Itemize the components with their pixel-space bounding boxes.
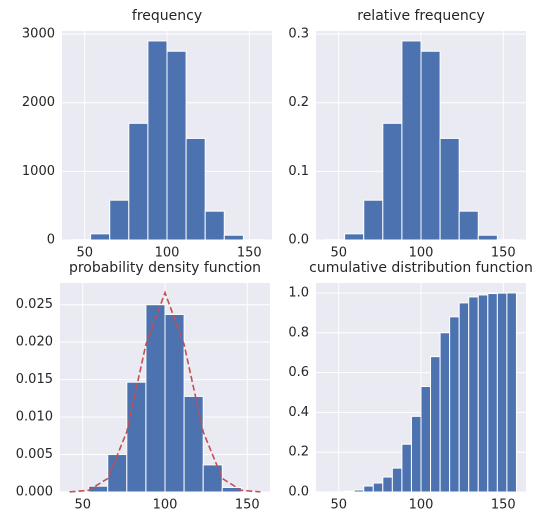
histogram-bar xyxy=(401,443,412,493)
histogram-bar xyxy=(145,304,166,493)
histogram-bar xyxy=(420,50,441,241)
histogram-bar xyxy=(372,482,384,493)
histogram-bar xyxy=(183,395,204,493)
y-tick-label: 0.020 xyxy=(16,335,53,350)
histogram-bar xyxy=(496,292,508,493)
histogram-bar xyxy=(430,356,441,493)
histogram-bar xyxy=(391,467,403,493)
histogram-bar xyxy=(487,293,498,493)
y-tick-label: 0.2 xyxy=(288,445,309,460)
histogram-bar xyxy=(353,489,365,493)
x-tick-label: 150 xyxy=(491,246,516,261)
histogram-bar xyxy=(185,137,206,241)
subplot-title: relative frequency xyxy=(357,8,484,24)
histogram-bar xyxy=(202,464,223,493)
x-tick-label: 150 xyxy=(491,498,516,513)
histogram-bar xyxy=(363,199,384,241)
y-tick-label: 0.010 xyxy=(16,410,53,425)
y-tick-label: 0.025 xyxy=(16,297,53,312)
y-tick-label: 3000 xyxy=(22,27,55,42)
y-tick-label: 0.8 xyxy=(288,325,309,340)
histogram-bar xyxy=(449,316,460,493)
histogram-bar xyxy=(164,313,185,493)
y-tick-label: 0.0 xyxy=(288,233,309,248)
histogram-bar xyxy=(477,294,489,493)
histogram-bar xyxy=(344,233,365,241)
histogram-bar xyxy=(204,210,225,241)
x-tick-label: 100 xyxy=(153,498,178,513)
histogram-bar xyxy=(223,234,244,241)
density-line xyxy=(69,290,261,493)
x-tick-label: 150 xyxy=(237,246,262,261)
x-tick-label: 100 xyxy=(409,246,434,261)
y-tick-label: 0.4 xyxy=(288,405,309,420)
histogram-bar xyxy=(382,122,403,241)
histogram-bar xyxy=(477,234,498,241)
histogram-bar xyxy=(401,40,422,241)
x-tick-label: 50 xyxy=(330,246,347,261)
histogram-bar xyxy=(382,476,393,493)
histogram-bar xyxy=(468,296,479,493)
y-tick-label: 0.6 xyxy=(288,365,309,380)
y-tick-label: 2000 xyxy=(22,95,55,110)
x-tick-label: 150 xyxy=(235,498,260,513)
histogram-bar xyxy=(90,233,111,241)
histogram-bar xyxy=(166,50,187,241)
histogram-bar xyxy=(128,122,149,241)
histogram-bar xyxy=(439,332,451,493)
y-tick-label: 0.2 xyxy=(288,95,309,110)
y-tick-label: 0.3 xyxy=(288,27,309,42)
subplot-title: probability density function xyxy=(69,260,261,276)
histogram-bar xyxy=(410,415,422,493)
histogram-bar xyxy=(344,490,355,493)
x-tick-label: 50 xyxy=(330,498,347,513)
y-tick-label: 0.0 xyxy=(288,485,309,500)
y-tick-label: 1.0 xyxy=(288,285,309,300)
subplot-title: cumulative distribution function xyxy=(309,260,533,276)
y-tick-label: 0.015 xyxy=(16,372,53,387)
histogram-bar xyxy=(458,302,470,493)
histogram-bar xyxy=(458,210,479,241)
histogram-bar xyxy=(126,381,147,493)
histogram-bar xyxy=(506,292,517,493)
x-tick-label: 50 xyxy=(74,498,91,513)
y-tick-label: 0.005 xyxy=(16,447,53,462)
histogram-bar xyxy=(109,199,130,241)
y-tick-label: 1000 xyxy=(22,164,55,179)
x-tick-label: 100 xyxy=(409,498,434,513)
y-tick-label: 0.000 xyxy=(16,485,53,500)
histogram-bar xyxy=(147,40,168,241)
x-tick-label: 50 xyxy=(76,246,93,261)
y-tick-label: 0 xyxy=(47,233,55,248)
x-tick-label: 100 xyxy=(155,246,180,261)
histogram-bar xyxy=(439,137,460,241)
histogram-bar xyxy=(363,485,374,493)
y-tick-label: 0.1 xyxy=(288,164,309,179)
subplot-title: frequency xyxy=(132,8,202,24)
histogram-bar xyxy=(420,386,432,493)
